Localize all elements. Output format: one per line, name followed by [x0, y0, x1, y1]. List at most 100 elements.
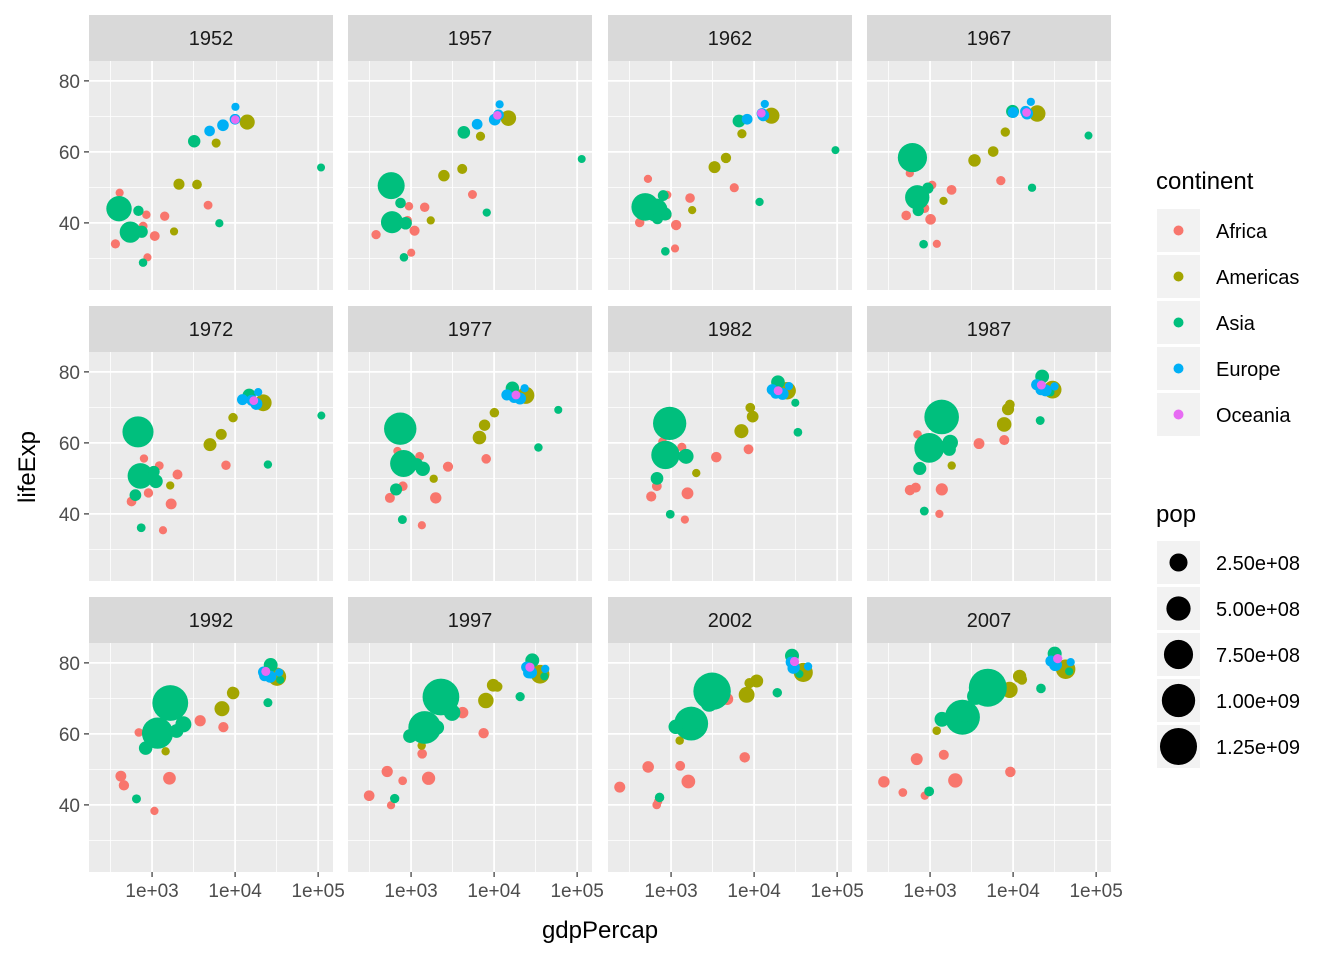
data-point-asia: [793, 427, 803, 437]
data-point-oceania: [493, 111, 502, 120]
data-point-asia: [650, 472, 664, 485]
data-point-americas: [744, 678, 755, 689]
data-point-africa: [203, 200, 213, 210]
data-point-asia: [897, 142, 928, 173]
data-point-americas: [675, 736, 684, 745]
data-point-americas: [457, 163, 468, 174]
data-point-americas: [746, 410, 759, 423]
facet-panel-1957: 1957: [348, 15, 592, 290]
data-point-asia: [317, 411, 326, 420]
panel-background: [608, 352, 852, 581]
data-point-americas: [1000, 127, 1010, 137]
data-point-asia: [141, 717, 174, 749]
data-point-africa: [681, 774, 696, 789]
legend-item-europe: Europe: [1157, 347, 1281, 390]
legend-item-asia: Asia: [1157, 301, 1256, 344]
data-points: [897, 97, 1093, 249]
data-point-africa: [652, 800, 662, 810]
legend-label: 7.50e+08: [1216, 645, 1300, 667]
data-point-asia: [651, 440, 680, 470]
gridlines: [608, 643, 852, 872]
data-point-africa: [421, 771, 436, 785]
data-point-africa: [642, 761, 654, 773]
size-legend-keys: 2.50e+08 5.00e+08 7.50e+08 1.00e+09 1.25e+09: [1157, 541, 1300, 768]
data-point-americas: [169, 227, 179, 236]
legend-label: 1.00e+09: [1216, 691, 1300, 713]
data-points: [614, 648, 813, 810]
legend-key-dot: [1173, 317, 1184, 328]
data-point-oceania: [1022, 108, 1031, 117]
data-point-africa: [118, 780, 130, 791]
data-point-africa: [925, 214, 936, 225]
data-point-africa: [901, 210, 912, 221]
data-point-americas: [692, 468, 701, 478]
data-point-africa: [898, 788, 908, 797]
data-point-africa: [478, 727, 489, 739]
facet-strip-label: 1987: [967, 319, 1012, 341]
facet-strip: [348, 597, 592, 643]
data-point-africa: [398, 776, 408, 786]
data-point-americas: [688, 205, 697, 215]
y-tick-label: 40: [59, 214, 80, 235]
gridlines: [867, 352, 1111, 581]
legend: continent Africa Americas Asia Europe Oceani…: [1156, 168, 1300, 768]
data-point-europe: [1066, 658, 1075, 667]
facet-strip: [608, 15, 852, 61]
data-point-asia: [395, 197, 406, 209]
data-point-asia: [914, 432, 945, 463]
data-point-africa: [946, 184, 957, 195]
data-point-asia: [540, 672, 549, 681]
data-point-africa: [938, 749, 949, 760]
data-point-asia: [515, 691, 525, 702]
data-point-americas: [161, 747, 170, 756]
data-point-americas: [738, 686, 755, 703]
legend-item-africa: Africa: [1157, 209, 1268, 252]
data-point-europe: [275, 668, 284, 677]
data-point-africa: [149, 231, 160, 241]
data-point-africa: [646, 491, 657, 502]
data-point-asia: [390, 219, 402, 231]
facet-strip: [608, 306, 852, 352]
data-point-asia: [1036, 683, 1046, 694]
data-point-americas: [438, 169, 450, 182]
size-legend-item: 2.50e+08: [1157, 541, 1300, 584]
data-point-americas: [228, 412, 238, 423]
facet-strip: [867, 306, 1111, 352]
y-tick-label: 80: [59, 654, 80, 675]
data-point-americas: [1004, 399, 1015, 410]
data-point-europe: [520, 384, 529, 393]
data-point-americas: [203, 438, 217, 452]
facet-strip-label: 2007: [967, 610, 1012, 632]
data-points: [631, 99, 840, 256]
data-point-africa: [409, 225, 420, 236]
data-point-africa: [371, 229, 381, 240]
legend-item-americas: Americas: [1157, 255, 1299, 298]
data-point-asia: [791, 398, 800, 407]
data-points: [384, 381, 563, 530]
data-point-asia: [187, 135, 201, 148]
data-point-americas: [500, 110, 517, 126]
data-point-africa: [381, 765, 393, 778]
data-point-asia: [127, 463, 154, 489]
data-point-europe: [231, 102, 240, 111]
facet-strip: [608, 597, 852, 643]
facet-strip: [867, 15, 1111, 61]
y-tick-label: 60: [59, 143, 80, 164]
data-point-africa: [134, 728, 144, 737]
data-point-africa: [218, 722, 229, 733]
data-point-asia: [482, 208, 491, 217]
data-point-oceania: [249, 396, 259, 406]
data-point-asia: [133, 226, 144, 238]
data-point-americas: [996, 417, 1012, 432]
data-point-asia: [457, 126, 471, 139]
x-tick-label: 1e+04: [467, 881, 521, 902]
legend-key-circle: [1159, 727, 1198, 766]
data-point-asia: [665, 509, 675, 519]
panel-background: [608, 61, 852, 290]
color-legend-keys: Africa Americas Asia Europe Oceania: [1157, 209, 1299, 436]
data-point-asia: [922, 182, 934, 194]
data-point-africa: [407, 248, 416, 257]
data-point-asia: [912, 204, 924, 217]
data-point-africa: [932, 239, 941, 248]
panel-background: [348, 352, 592, 581]
